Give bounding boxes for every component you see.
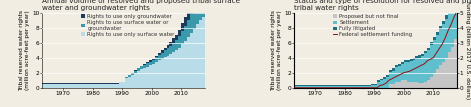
Text: Status and type of resolution for resolved and proposed
tribal water rights: Status and type of resolution for resolv… [294,0,471,11]
Y-axis label: Total authorized federal settlement
funding (billion 2017 U.S. dollars): Total authorized federal settlement fund… [465,0,471,102]
Text: Annual volume of resolved and proposed tribal surface
water and groundwater righ: Annual volume of resolved and proposed t… [42,0,241,11]
Legend: Rights to use only groundwater, Rights to use surface water or
groundwater, Righ: Rights to use only groundwater, Rights t… [81,14,175,37]
Y-axis label: Tribal reserved water rights
(million acre-feet per year): Tribal reserved water rights (million ac… [19,10,30,91]
Y-axis label: Tribal reserved water rights
(million acre-feet per year): Tribal reserved water rights (million ac… [271,10,282,91]
Legend: Proposed but not final, Settlement, Fully litigated, Federal settlement funding: Proposed but not final, Settlement, Full… [333,14,413,37]
